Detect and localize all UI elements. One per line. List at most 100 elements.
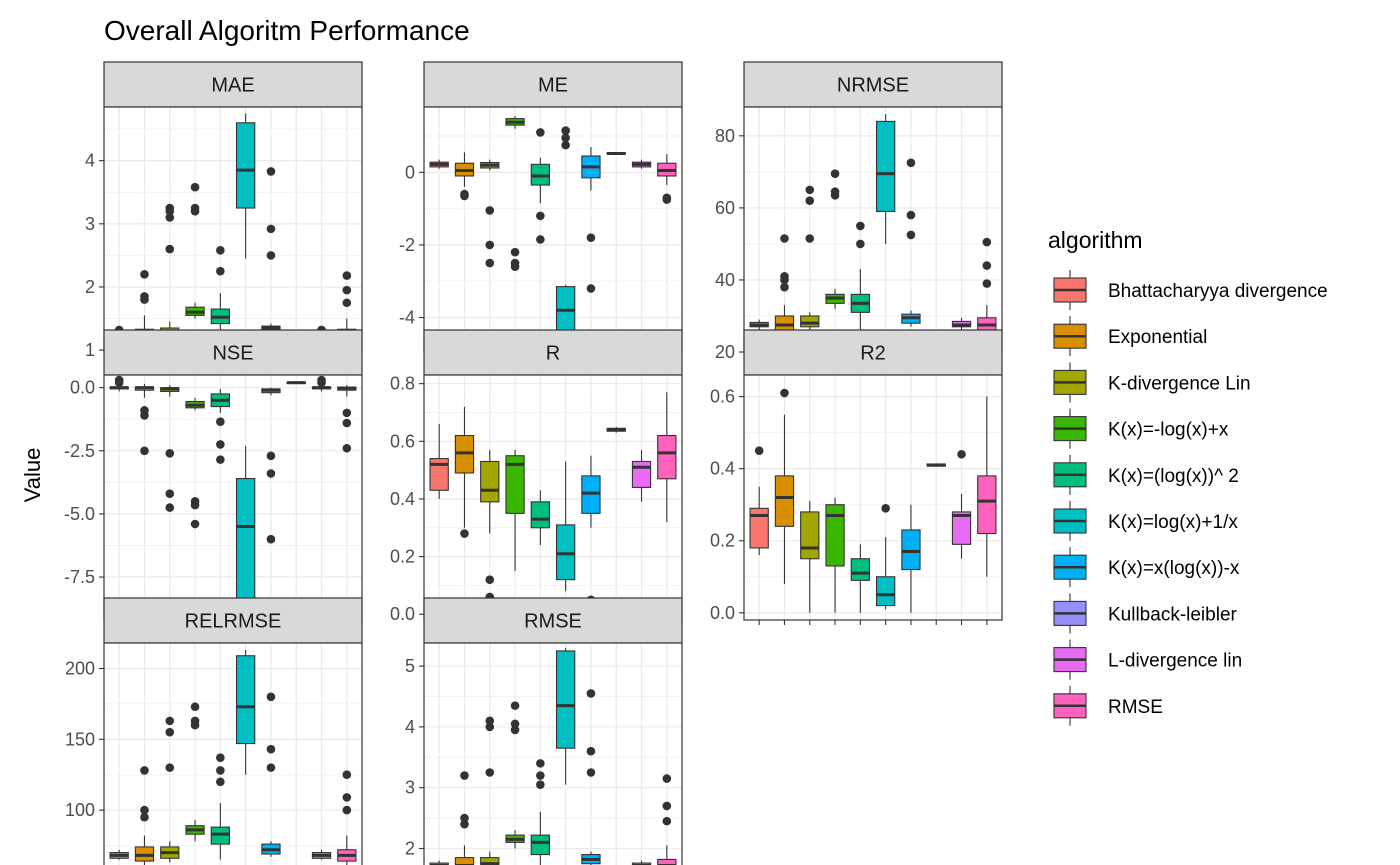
facet-strip-label: R2 [860, 343, 886, 365]
facet-strip [423, 329, 683, 376]
box-Exponential [134, 383, 155, 456]
outlier-point [586, 746, 596, 756]
outlier-point [561, 133, 570, 143]
outlier-point [780, 388, 789, 398]
legend-label: Kullback-leibler [1108, 604, 1238, 625]
panel-border [743, 374, 1003, 621]
box-RMSE [337, 770, 357, 865]
facet-strip [103, 597, 363, 644]
outlier-point [662, 801, 672, 811]
box-iqr [901, 529, 921, 571]
box-iqr [505, 455, 525, 514]
legend-item: K(x)=x(log(x))-x [1053, 547, 1240, 588]
y-tick-label: 200 [65, 658, 95, 678]
outlier-point [485, 206, 495, 215]
y-tick-label: 0.6 [710, 387, 735, 407]
legend-label: RMSE [1108, 697, 1163, 718]
box-Exponential [454, 152, 475, 201]
y-tick-label: 4 [85, 151, 95, 171]
y-tick-label: 0.6 [390, 431, 415, 451]
box-RMSE [657, 154, 677, 204]
box-Bhattacharyya divergence [749, 446, 769, 556]
box-K-divergence Lin [480, 716, 500, 865]
outlier-point [982, 237, 992, 247]
box-iqr [875, 576, 896, 607]
legend-item: RMSE [1053, 685, 1163, 726]
y-tick-label: 1 [85, 340, 95, 360]
box-L-divergence lin [951, 449, 972, 559]
box-K(x)=x(log(x))-x [901, 504, 921, 613]
panel-border [423, 642, 683, 865]
outlier-point [342, 408, 352, 418]
outlier-point [906, 158, 916, 168]
outlier-point [536, 780, 545, 789]
outlier-point [586, 768, 596, 777]
outlier-point [510, 247, 520, 257]
y-tick-label: 5 [405, 656, 415, 676]
outlier-point [510, 701, 520, 710]
outlier-point [266, 224, 276, 234]
box-iqr [454, 857, 475, 865]
y-tick-label: 0.2 [390, 547, 415, 567]
outlier-point [140, 766, 149, 775]
panel-r: R 0.0 0.2 0.4 0.6 0.8 [390, 329, 683, 625]
outlier-point [266, 692, 276, 702]
legend-items: Bhattacharyya divergence Exponential K-div… [1053, 270, 1328, 726]
box-K(x)=(log(x))^ 2 [850, 544, 871, 613]
outlier-point [586, 284, 596, 293]
panel-rmse: RMSE 2 3 4 5 [405, 597, 683, 865]
box-RMSE [657, 392, 677, 522]
box-iqr [977, 475, 997, 535]
facet-panels: MAE 1 2 3 4 ME 0 -2 -4 NRMSE 20 40 60 80 NSE 0.0 -2.5 -5.… [64, 61, 1003, 865]
outlier-point [266, 763, 276, 772]
outlier-point [780, 272, 789, 281]
outlier-point [165, 448, 175, 458]
box-iqr [530, 834, 551, 856]
box-K(x)=(log(x))^ 2 [210, 753, 231, 860]
legend: algorithm Bhattacharyya divergence Expone… [1048, 227, 1328, 726]
box-iqr [429, 458, 449, 491]
panel-background [104, 107, 362, 352]
box-K-divergence Lin [160, 716, 180, 863]
box-K(x)=x(log(x))-x [901, 158, 921, 327]
facet-strip-label: R [546, 343, 560, 365]
legend-item: L-divergence lin [1053, 639, 1242, 680]
panel-background [424, 375, 682, 620]
box-L-divergence lin [311, 375, 332, 392]
legend-label: L-divergence lin [1108, 651, 1242, 672]
y-tick-label: 100 [65, 800, 95, 820]
box-iqr [235, 478, 256, 603]
box-K(x)=log(x)+1/x [235, 113, 256, 259]
y-axis-label: Value [20, 448, 45, 503]
y-tick-label: -5.0 [64, 504, 95, 524]
outlier-point [266, 469, 276, 478]
outlier-point [856, 239, 865, 249]
outlier-point [216, 753, 225, 763]
y-tick-label: 0 [405, 162, 415, 182]
outlier-point [342, 418, 352, 428]
box-iqr [235, 655, 256, 745]
legend-label: K(x)=x(log(x))-x [1108, 558, 1240, 579]
box-K(x)=log(x)+1/x [875, 114, 896, 244]
outlier-point [982, 279, 992, 288]
outlier-point [216, 440, 225, 449]
outlier-point [140, 812, 149, 822]
outlier-point [266, 744, 276, 754]
box-Kullback-leibler [286, 381, 306, 385]
outlier-point [190, 519, 200, 529]
outlier-point [536, 128, 545, 137]
box-K(x)=log(x)+1/x [235, 650, 256, 775]
panel-background [424, 107, 682, 352]
y-tick-label: 150 [65, 729, 95, 749]
outlier-point [140, 446, 149, 456]
y-tick-label: 0.4 [390, 489, 415, 509]
box-Exponential [134, 766, 155, 865]
box-K(x)=log(x)+1/x [555, 647, 576, 785]
box-Bhattacharyya divergence [109, 849, 129, 860]
outlier-point [906, 230, 916, 240]
box-K-divergence Lin [480, 159, 500, 268]
outlier-point [754, 446, 764, 455]
box-L-divergence lin [631, 860, 652, 865]
outlier-point [342, 793, 352, 802]
outlier-point [216, 417, 225, 427]
